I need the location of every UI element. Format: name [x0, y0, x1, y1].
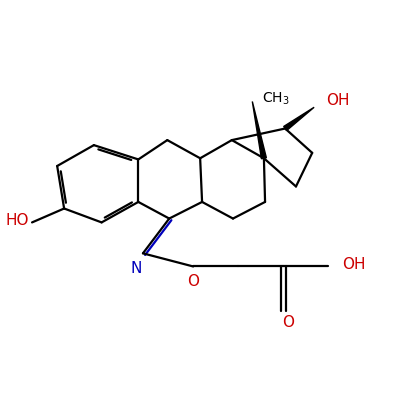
Text: OH: OH [326, 93, 350, 108]
Text: OH: OH [342, 257, 366, 272]
Polygon shape [284, 107, 314, 130]
Text: N: N [130, 260, 142, 276]
Text: HO: HO [6, 213, 29, 228]
Text: O: O [282, 315, 294, 330]
Text: O: O [187, 274, 199, 289]
Text: CH$_3$: CH$_3$ [262, 90, 290, 106]
Polygon shape [252, 102, 266, 159]
